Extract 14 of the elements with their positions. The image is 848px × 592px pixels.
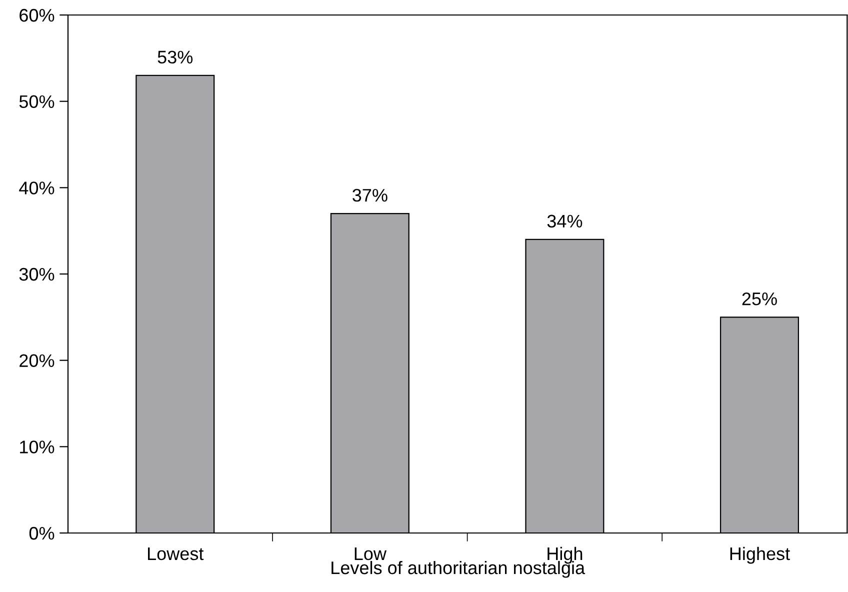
y-tick-label: 60% (20, 8, 54, 22)
x-tick-label: Highest (730, 546, 790, 564)
data-label: 25% (742, 292, 777, 306)
x-tick-label: Lowest (148, 548, 204, 560)
x-tick-label: Low (354, 548, 387, 560)
data-label: 34% (547, 214, 582, 228)
y-tick-label: 50% (19, 95, 54, 108)
y-tick-label: 10% (20, 440, 54, 454)
y-tick-label: 0% (29, 526, 54, 540)
data-label: 37% (352, 188, 388, 202)
data-label: 53% (158, 50, 193, 64)
y-tick-label: 30% (19, 268, 54, 281)
y-tick-label: 20% (20, 354, 54, 368)
y-tick-label: 40% (19, 182, 54, 194)
